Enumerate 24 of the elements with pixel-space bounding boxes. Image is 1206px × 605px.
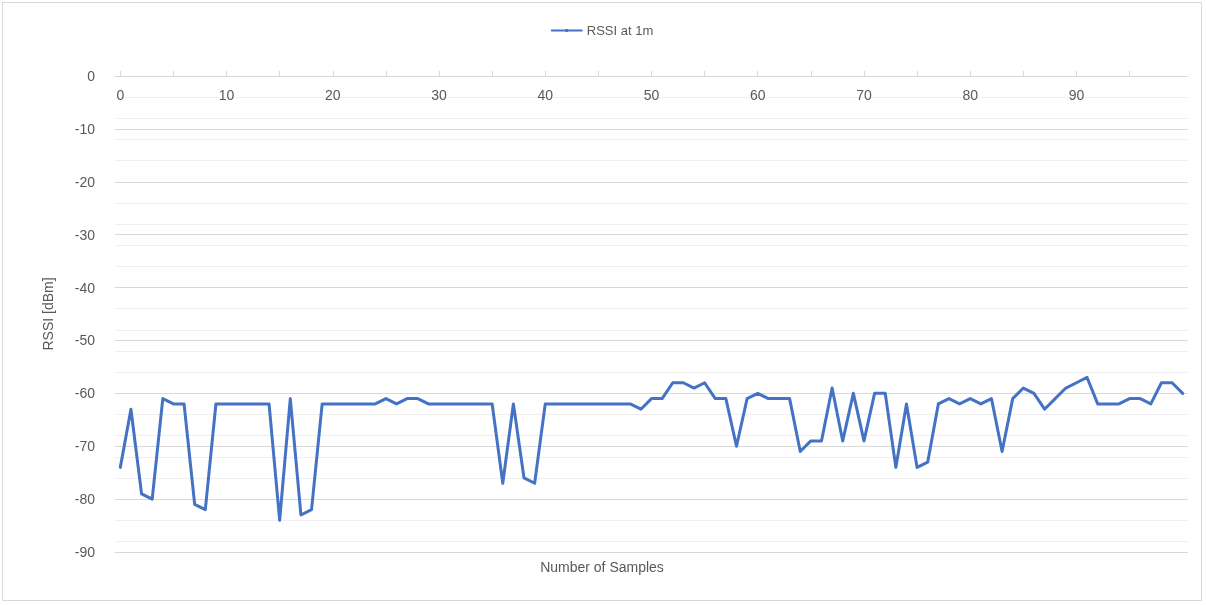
y-tick-label: -10 <box>74 120 96 137</box>
line-series <box>118 375 1185 522</box>
y-tick-label: -80 <box>74 491 96 508</box>
x-tick-label: 20 <box>325 87 341 103</box>
y-axis-title: RSSI [dBm] <box>40 277 56 351</box>
x-tick-label: 10 <box>218 87 235 103</box>
x-tick-label: 30 <box>431 87 448 103</box>
y-tick-label: -30 <box>74 226 96 243</box>
y-tick-label: -20 <box>74 173 96 190</box>
y-tick-label: -50 <box>74 332 96 349</box>
y-tick-label: -60 <box>74 385 96 402</box>
x-axis-title: Number of Samples <box>540 559 664 575</box>
x-tick-label: 0 <box>116 87 125 103</box>
legend-label: RSSI at 1m <box>586 23 654 38</box>
x-tick-label: 60 <box>749 87 766 103</box>
y-tick-label: -40 <box>74 279 96 296</box>
x-tick-label: 80 <box>962 87 979 103</box>
x-tick-label: 50 <box>643 87 660 103</box>
y-tick-label: -70 <box>74 438 96 455</box>
y-tick-label: -90 <box>74 544 96 560</box>
x-tick-label: 70 <box>856 87 872 103</box>
x-tick-label: 40 <box>537 87 554 103</box>
y-tick-label: 0 <box>87 68 96 84</box>
x-tick-label: 90 <box>1068 87 1085 103</box>
